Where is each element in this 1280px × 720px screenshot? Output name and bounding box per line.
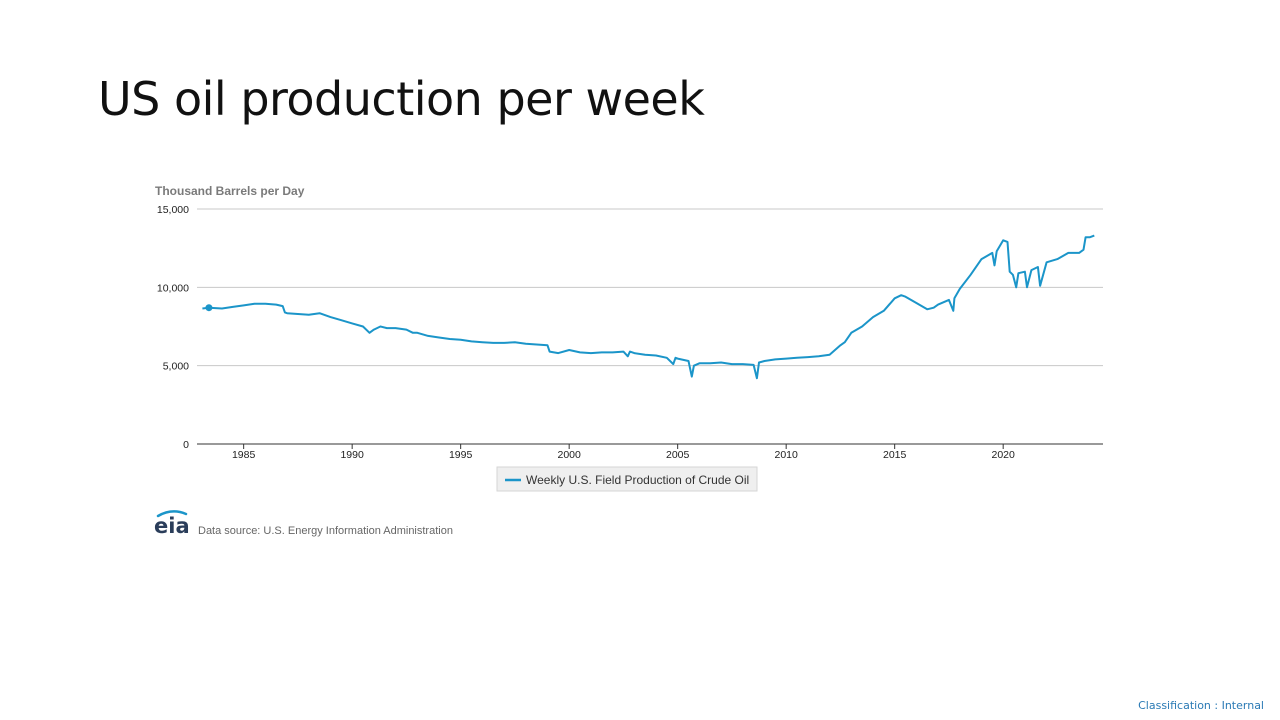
series-line (202, 234, 1095, 380)
x-tick-label: 2010 (774, 449, 798, 461)
x-tick-label: 1995 (449, 449, 473, 461)
y-tick-label: 0 (183, 439, 189, 451)
eia-logo-text: eia (154, 514, 190, 538)
x-tick-label: 1985 (232, 449, 256, 461)
legend[interactable]: Weekly U.S. Field Production of Crude Oi… (496, 466, 758, 492)
series-start-marker (205, 304, 213, 312)
slide-title: US oil production per week (98, 72, 705, 126)
x-tick-labels: 1985 1990 1995 2000 2005 2010 2015 2020 (232, 444, 1015, 461)
legend-label: Weekly U.S. Field Production of Crude Oi… (526, 473, 749, 487)
y-tick-label: 15,000 (157, 204, 189, 216)
y-tick-label: 10,000 (157, 282, 189, 294)
legend-box (496, 466, 758, 492)
grid-lines (197, 208, 1103, 445)
classification-label: Classification : Internal (1138, 699, 1264, 712)
y-tick-label: 5,000 (163, 361, 189, 373)
data-source-text: Data source: U.S. Energy Information Adm… (198, 525, 453, 537)
eia-logo: eia (154, 510, 190, 538)
x-tick-label: 2015 (883, 449, 907, 461)
x-tick-label: 2000 (557, 449, 581, 461)
series-layer (202, 234, 1095, 380)
x-tick-label: 1990 (340, 449, 364, 461)
x-tick-label: 2020 (991, 449, 1015, 461)
y-axis-title: Thousand Barrels per Day (155, 184, 305, 198)
x-tick-label: 2005 (666, 449, 690, 461)
y-tick-labels: 0 5,000 10,000 15,000 (157, 204, 189, 451)
eia-logo-swoosh (156, 510, 188, 518)
